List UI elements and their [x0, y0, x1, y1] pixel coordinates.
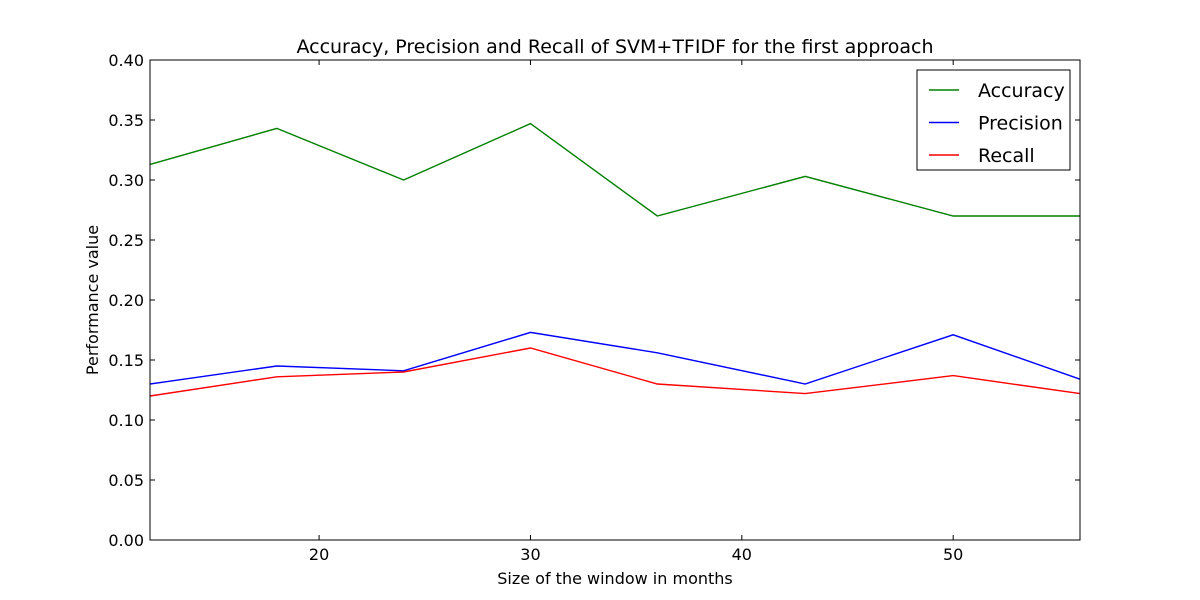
y-tick-label: 0.40 — [108, 51, 144, 70]
x-axis-label: Size of the window in months — [497, 569, 733, 588]
x-tick-label: 30 — [520, 545, 540, 564]
y-tick-label: 0.05 — [108, 471, 144, 490]
plot-area: 0.00 0.05 0.10 0.15 0.20 0.25 0.30 0.35 0.40 20 30… — [108, 51, 1081, 564]
y-tick-label: 0.30 — [108, 171, 144, 190]
y-tick-label: 0.10 — [108, 411, 144, 430]
y-tick-label: 0.35 — [108, 111, 144, 130]
series-line-recall — [149, 347, 1081, 397]
legend-label-recall: Recall — [978, 145, 1035, 167]
legend-label-accuracy: Accuracy — [978, 80, 1065, 102]
y-tick-label: 0.15 — [108, 351, 144, 370]
x-tick-label: 50 — [943, 545, 963, 564]
chart-title: Accuracy, Precision and Recall of SVM+TF… — [296, 36, 933, 58]
x-tick-label: 20 — [309, 545, 329, 564]
y-axis-label: Performance value — [83, 225, 102, 375]
y-tick-label: 0.00 — [108, 531, 144, 550]
x-tick-label: 40 — [732, 545, 752, 564]
legend-label-precision: Precision — [978, 113, 1063, 135]
y-tick-label: 0.20 — [108, 291, 144, 310]
legend-box — [916, 69, 1071, 171]
y-tick-label: 0.25 — [108, 231, 144, 250]
series-line-precision — [149, 331, 1081, 385]
series-line-accuracy — [149, 122, 1080, 217]
legend: Accuracy Precision Recall — [916, 69, 1071, 171]
